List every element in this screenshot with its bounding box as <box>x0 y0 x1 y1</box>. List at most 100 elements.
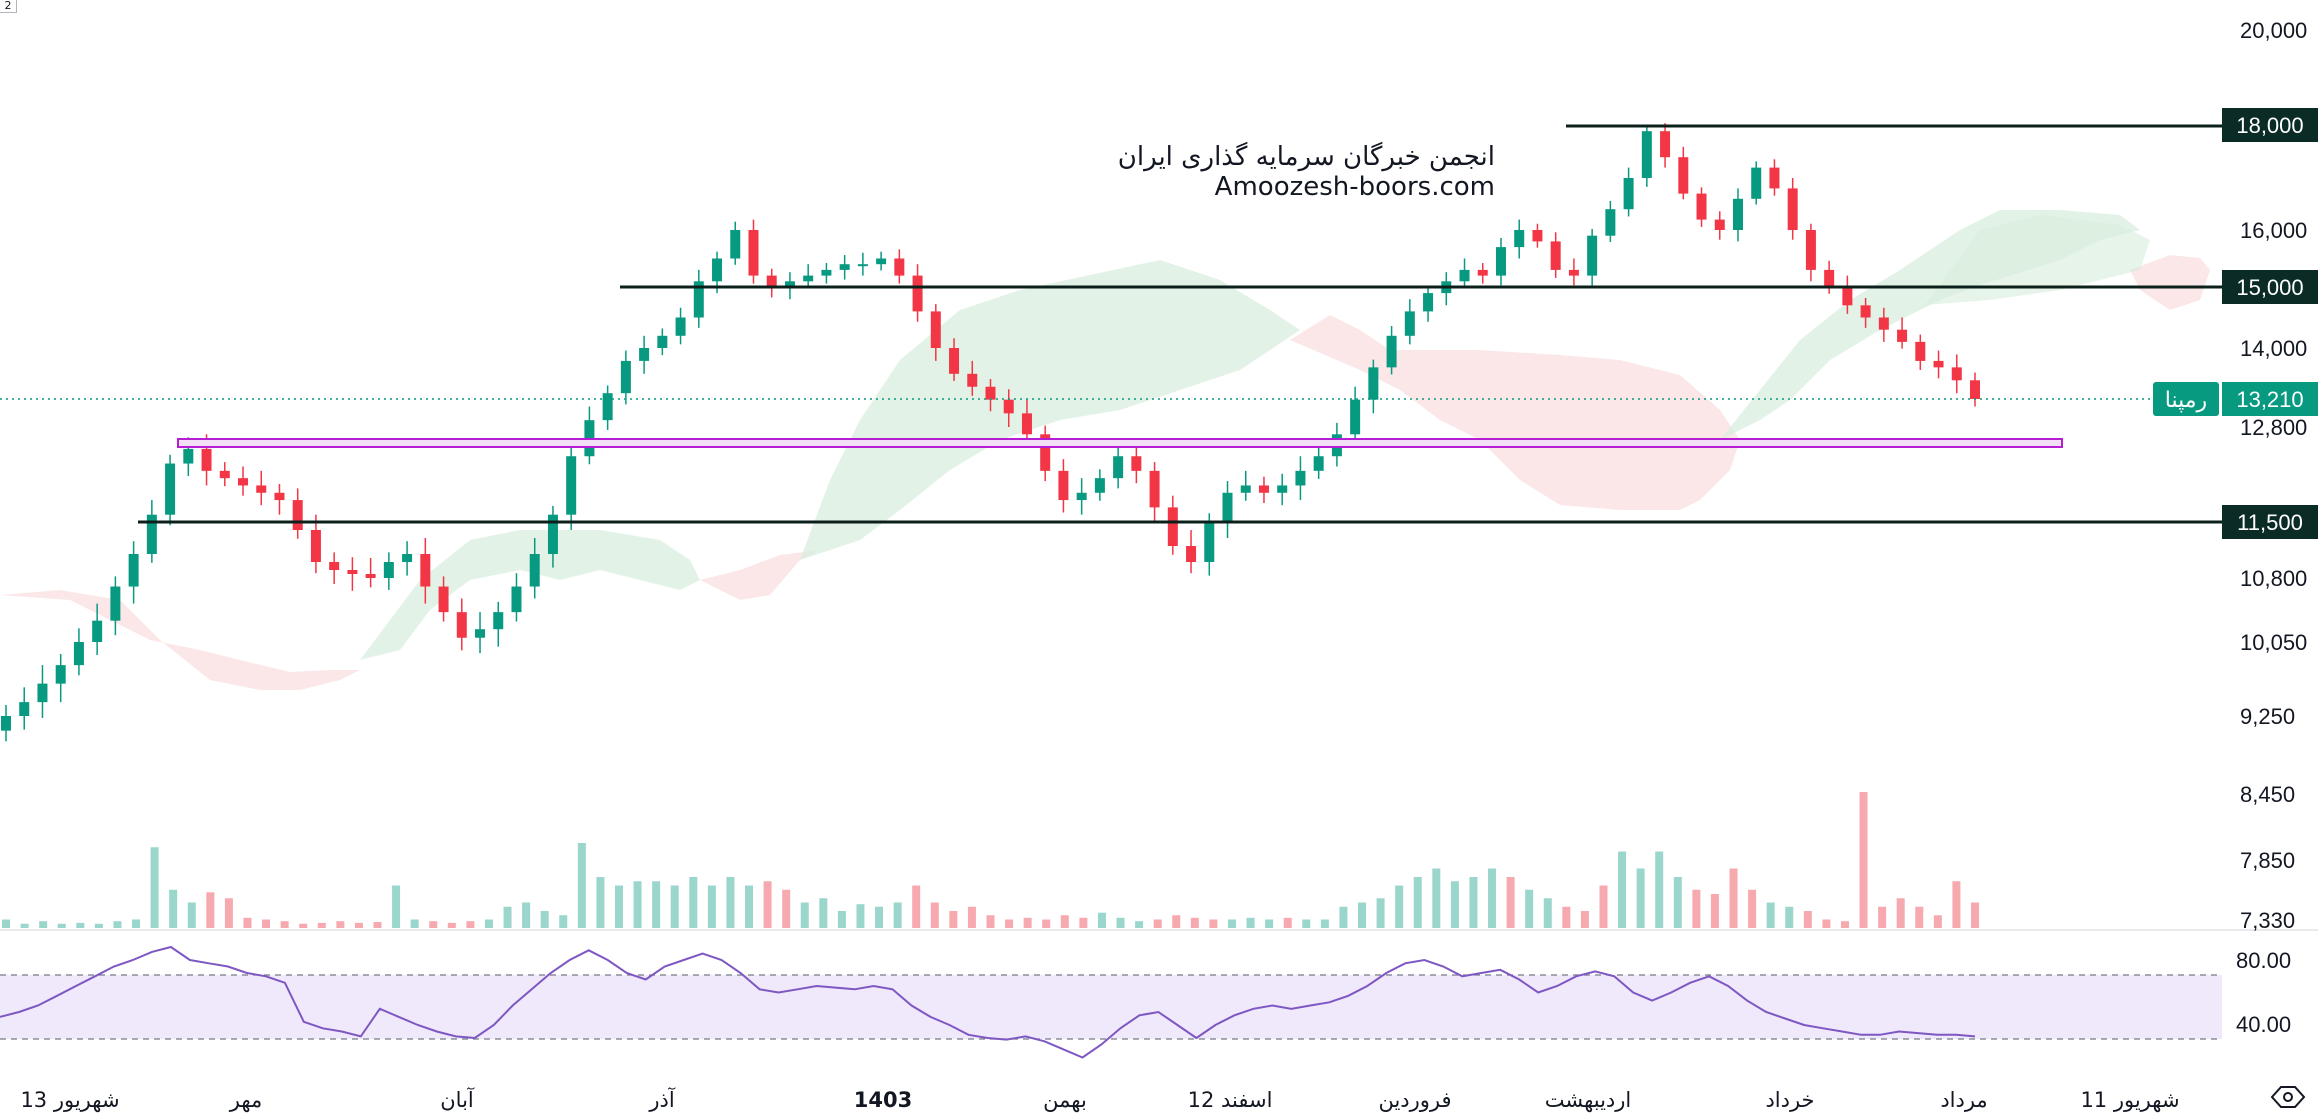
time-label: آبان <box>440 1087 475 1112</box>
candle-body <box>110 586 121 621</box>
candle-body <box>1860 305 1871 318</box>
candle-body <box>1933 360 1944 368</box>
price-tick-label: 8,450 <box>2240 782 2295 807</box>
volume-bar <box>1339 906 1348 928</box>
volume-bar <box>243 917 252 928</box>
level-badge-18000[interactable]: 18,000 <box>2222 108 2318 142</box>
top-left-marker[interactable]: 2 <box>0 0 17 13</box>
candle-body <box>1970 380 1980 399</box>
candle-body <box>1113 456 1124 479</box>
volume-bars <box>2 792 1979 928</box>
candle-body <box>37 683 48 703</box>
candle-body <box>930 311 941 348</box>
volume-bar <box>484 919 493 928</box>
volume-bar <box>1358 902 1367 928</box>
time-axis[interactable]: 13 شهریور مهر آبان آذر 1403 بهمن 12 اسفن… <box>20 1087 2179 1112</box>
volume-bar <box>1320 919 1329 928</box>
volume-bar <box>930 902 939 928</box>
candle-body <box>128 554 139 587</box>
volume-bar <box>224 898 233 928</box>
volume-bar <box>670 885 679 928</box>
symbol-badge[interactable]: رمپنا <box>2153 382 2219 416</box>
candle-body <box>1313 456 1324 471</box>
time-label: مرداد <box>1940 1088 1987 1112</box>
candle-body <box>1878 317 1889 330</box>
candle-body <box>1149 470 1160 508</box>
volume-bar <box>1525 889 1534 928</box>
volume-bar <box>1562 906 1571 928</box>
volume-bar <box>1488 868 1497 928</box>
candle-body <box>1058 470 1069 501</box>
svg-text:11,500: 11,500 <box>2237 510 2303 535</box>
candle-body <box>839 264 850 270</box>
candle-body <box>1186 546 1197 562</box>
level-badge-11500[interactable]: 11,500 <box>2222 505 2318 539</box>
time-label: آذر <box>648 1087 675 1112</box>
candle-body <box>1076 492 1087 501</box>
volume-bar <box>1190 917 1199 928</box>
volume-bar <box>1766 902 1775 928</box>
volume-bar <box>1450 881 1459 928</box>
price-tick-label: 7,330 <box>2240 908 2295 933</box>
candle-body <box>602 393 613 421</box>
candle-body <box>55 665 66 684</box>
volume-bar <box>1785 906 1794 928</box>
volume-bar <box>1618 851 1627 928</box>
price-axis[interactable]: 20,000 16,000 14,000 12,800 10,800 10,05… <box>2240 18 2307 933</box>
volume-bar <box>1748 889 1757 928</box>
candle-body <box>329 562 340 570</box>
candle-body <box>1040 434 1051 471</box>
svg-text:18,000: 18,000 <box>2236 113 2303 138</box>
candle-body <box>1167 507 1178 546</box>
volume-bar <box>596 877 605 928</box>
candle-body <box>985 386 996 400</box>
candle-body <box>639 348 650 361</box>
candle-body <box>1605 209 1616 236</box>
candles <box>1 123 1980 742</box>
volume-bar <box>1079 917 1088 928</box>
candle-body <box>1368 367 1379 400</box>
volume-bar <box>1655 851 1664 928</box>
time-label: بهمن <box>1043 1088 1087 1112</box>
volume-bar <box>299 923 308 928</box>
last-price-badge[interactable]: 13,210 <box>2222 382 2318 416</box>
candle-body <box>1550 241 1561 270</box>
candle-body <box>1277 485 1288 493</box>
candle-body <box>766 275 777 287</box>
candle-body <box>402 554 413 562</box>
price-tick-label: 14,000 <box>2240 336 2307 361</box>
volume-bar <box>373 922 382 928</box>
candle-body <box>730 230 741 259</box>
candle-body <box>547 514 558 554</box>
volume-bar <box>1302 919 1311 928</box>
candle-body <box>1459 269 1470 282</box>
volume-bar <box>1042 919 1051 928</box>
candle-body <box>857 264 868 267</box>
volume-bar <box>1803 911 1812 928</box>
time-label: اردیبهشت <box>1545 1088 1632 1112</box>
candle-body <box>675 317 686 336</box>
settings-icon[interactable] <box>2270 1086 2306 1108</box>
candle-body <box>1769 167 1780 189</box>
price-tick-label: 20,000 <box>2240 18 2307 43</box>
support-zone-rectangle[interactable] <box>177 438 2063 448</box>
candle-body <box>456 612 467 638</box>
volume-bar <box>856 904 865 928</box>
volume-bar <box>447 922 456 928</box>
volume-bar <box>1265 919 1274 928</box>
volume-bar <box>410 919 419 928</box>
volume-bar <box>57 923 66 928</box>
volume-bar <box>1283 917 1292 928</box>
rsi-level-label: 40.00 <box>2236 1012 2291 1037</box>
candle-body <box>1714 219 1725 230</box>
volume-bar <box>745 885 754 928</box>
candle-body <box>146 514 157 554</box>
candle-body <box>1696 193 1707 220</box>
volume-bar <box>1580 911 1589 928</box>
price-tick-label: 16,000 <box>2240 218 2307 243</box>
volume-bar <box>707 885 716 928</box>
level-badge-15000[interactable]: 15,000 <box>2222 270 2318 304</box>
volume-bar <box>392 885 401 928</box>
candle-body <box>274 492 285 501</box>
